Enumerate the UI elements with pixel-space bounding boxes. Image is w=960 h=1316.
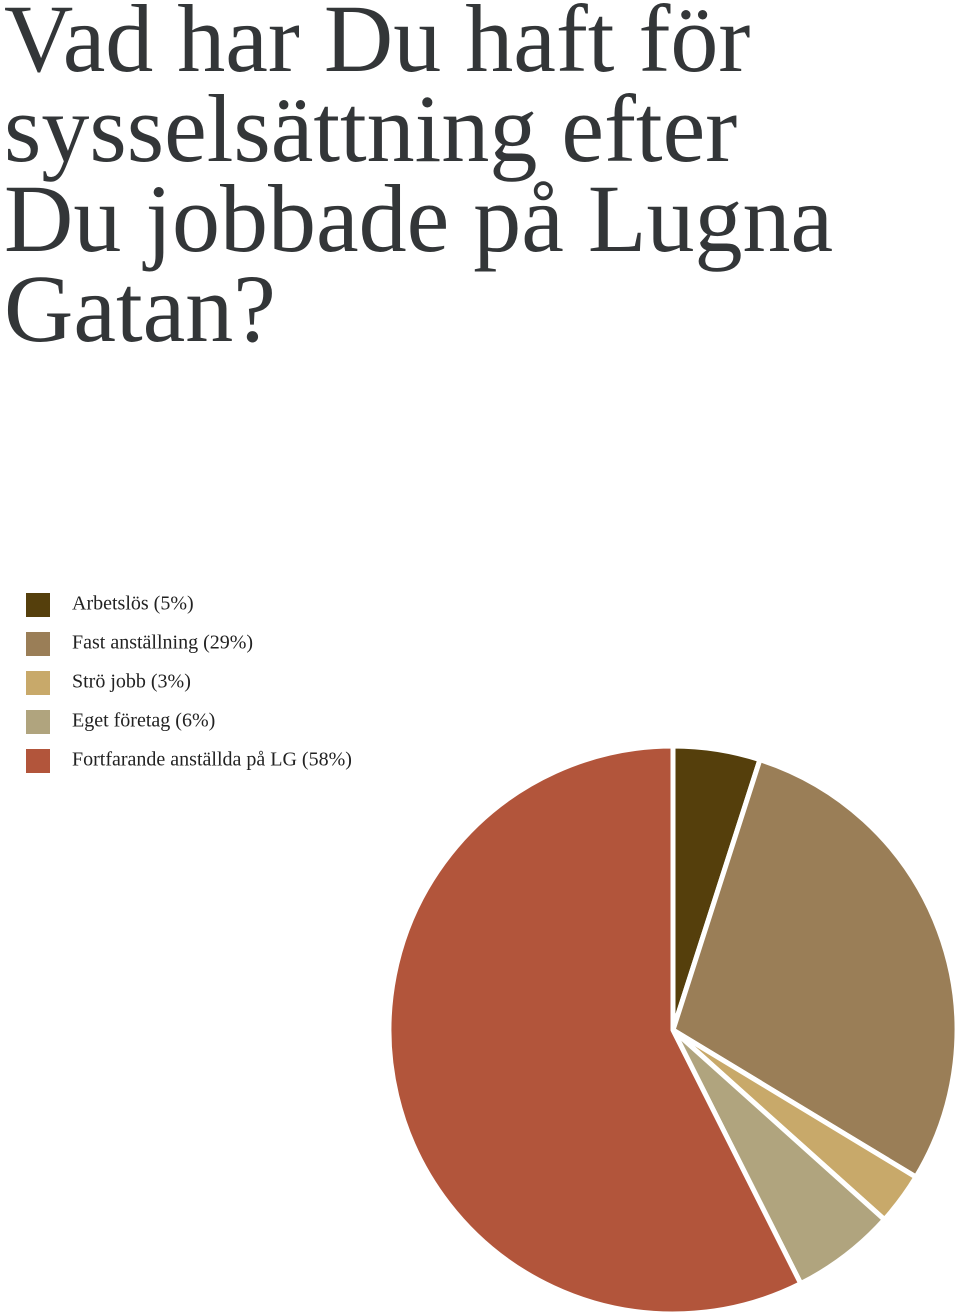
legend-label: Strö jobb (3%) (72, 671, 191, 693)
legend-swatch (26, 671, 50, 695)
pie-slice (386, 743, 804, 1316)
legend-swatch (26, 632, 50, 656)
legend-label: Arbetslös (5%) (72, 593, 194, 615)
chart-title: Vad har Du haft för sysselsättning efter… (4, 0, 834, 362)
legend-label: Fast anställning (29%) (72, 632, 253, 654)
legend-label: Fortfarande anställda på LG (58%) (72, 749, 352, 771)
legend-swatch (26, 593, 50, 617)
legend-label: Eget företag (6%) (72, 710, 215, 732)
legend-swatch (26, 749, 50, 773)
legend-swatch (26, 710, 50, 734)
